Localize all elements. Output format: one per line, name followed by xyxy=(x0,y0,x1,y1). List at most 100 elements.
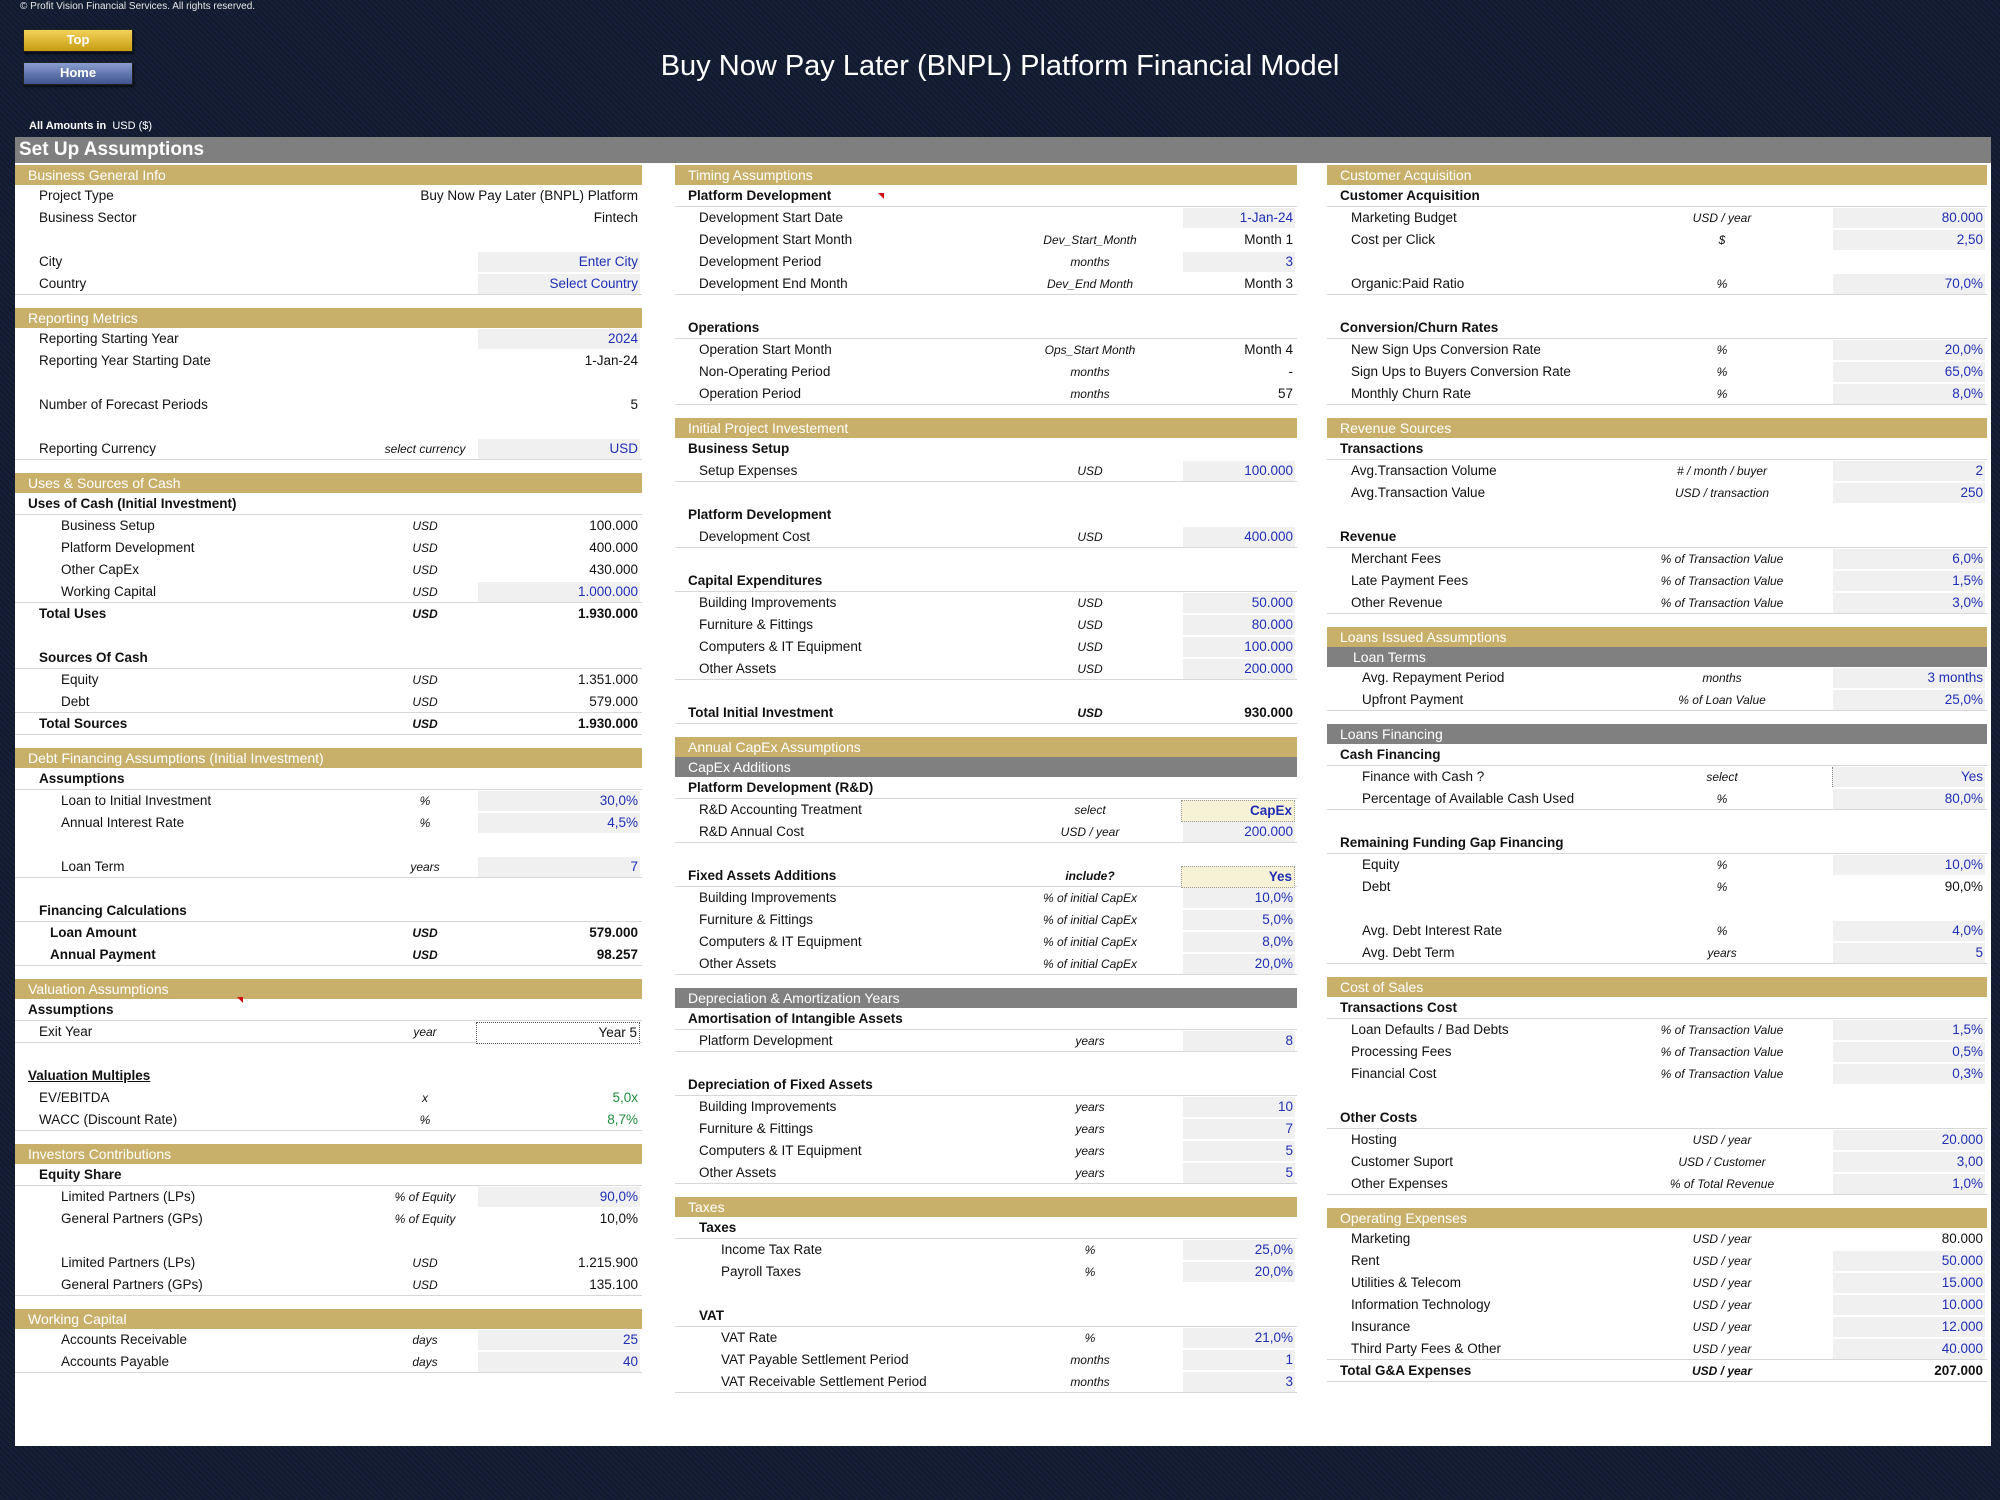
dev-period-input[interactable]: 3 xyxy=(1183,252,1295,272)
row-label: Platform Development xyxy=(61,537,195,559)
debt-term-input[interactable]: 5 xyxy=(1833,943,1985,963)
row-value: 1.351.000 xyxy=(478,670,640,690)
rd-treatment-select[interactable]: CapEx xyxy=(1181,800,1295,822)
country-select[interactable]: Select Country xyxy=(478,274,640,294)
row-label: Total Sources xyxy=(39,713,127,735)
marketing-budget-input[interactable]: 80.000 xyxy=(1833,208,1985,228)
fixed-other-input[interactable]: 20,0% xyxy=(1183,954,1295,974)
row-value: 98.257 xyxy=(478,945,640,965)
fixed-computers-input[interactable]: 8,0% xyxy=(1183,932,1295,952)
payroll-tax-input[interactable]: 20,0% xyxy=(1183,1262,1295,1282)
churn-rate-input[interactable]: 8,0% xyxy=(1833,384,1985,404)
opex-utilities-input[interactable]: 15.000 xyxy=(1833,1273,1985,1293)
row-dev-end-month: Development End Month Dev_End Month Month … xyxy=(675,273,1297,295)
development-cost-input[interactable]: 400.000 xyxy=(1183,527,1295,547)
row-label: Business Setup xyxy=(61,515,155,537)
column-middle: Timing Assumptions Platform Development … xyxy=(675,165,1297,1393)
dep-furniture-input[interactable]: 7 xyxy=(1183,1119,1295,1139)
row-lp-usd: Limited Partners (LPs) USD 1.215.900 xyxy=(15,1252,642,1274)
row-label: Setup Expenses xyxy=(699,460,797,482)
loan-term-input[interactable]: 7 xyxy=(478,857,640,877)
working-capital-input[interactable]: 1.000.000 xyxy=(478,582,640,602)
fixed-building-input[interactable]: 10,0% xyxy=(1183,888,1295,908)
row-amort-platform: Platform Development years 8 xyxy=(675,1030,1297,1052)
hosting-input[interactable]: 20.000 xyxy=(1833,1130,1985,1150)
exit-year-select[interactable]: Year 5 xyxy=(476,1022,640,1044)
interest-rate-input[interactable]: 4,5% xyxy=(478,813,640,833)
comment-marker-icon[interactable] xyxy=(237,997,243,1003)
amort-platform-input[interactable]: 8 xyxy=(1183,1031,1295,1051)
opex-row-utilities: Utilities & Telecom USD / year 15.000 xyxy=(1327,1272,1987,1294)
fixed-assets-include-select[interactable]: Yes xyxy=(1181,866,1295,888)
late-fees-input[interactable]: 1,5% xyxy=(1833,571,1985,591)
capex-building-input[interactable]: 50.000 xyxy=(1183,593,1295,613)
start-year-input[interactable]: 2024 xyxy=(478,329,640,349)
merchant-fees-input[interactable]: 6,0% xyxy=(1833,549,1985,569)
ar-days-input[interactable]: 25 xyxy=(478,1330,640,1350)
opex-third-party-input[interactable]: 40.000 xyxy=(1833,1339,1985,1359)
row-label: VAT Payable Settlement Period xyxy=(721,1349,909,1371)
row-unit: % xyxy=(1632,876,1812,898)
dep-other-input[interactable]: 5 xyxy=(1183,1163,1295,1183)
city-input[interactable]: Enter City xyxy=(478,252,640,272)
opex-rent-input[interactable]: 50.000 xyxy=(1833,1251,1985,1271)
row-label: Exit Year xyxy=(39,1021,92,1043)
row-label: Utilities & Telecom xyxy=(1351,1272,1461,1294)
dep-computers-input[interactable]: 5 xyxy=(1183,1141,1295,1161)
other-expenses-input[interactable]: 1,0% xyxy=(1833,1174,1985,1194)
capex-other-input[interactable]: 200.000 xyxy=(1183,659,1295,679)
repayment-period-input[interactable]: 3 months xyxy=(1833,668,1985,688)
transaction-volume-input[interactable]: 2 xyxy=(1833,461,1985,481)
row-label: Computers & IT Equipment xyxy=(699,1140,862,1162)
opex-it-input[interactable]: 10.000 xyxy=(1833,1295,1985,1315)
comment-marker-icon[interactable] xyxy=(878,193,884,199)
capex-computers-input[interactable]: 100.000 xyxy=(1183,637,1295,657)
transaction-value-input[interactable]: 250 xyxy=(1833,483,1985,503)
row-value: 57 xyxy=(1183,384,1295,404)
cpc-input[interactable]: 2,50 xyxy=(1833,230,1985,250)
financial-cost-input[interactable]: 0,3% xyxy=(1833,1064,1985,1084)
setup-expenses-input[interactable]: 100.000 xyxy=(1183,461,1295,481)
lp-pct-input[interactable]: 90,0% xyxy=(478,1187,640,1207)
loan-pct-input[interactable]: 30,0% xyxy=(478,791,640,811)
row-label: Revenue xyxy=(1340,526,1396,548)
dep-building-input[interactable]: 10 xyxy=(1183,1097,1295,1117)
upfront-payment-input[interactable]: 25,0% xyxy=(1833,690,1985,710)
debt-interest-input[interactable]: 4,0% xyxy=(1833,921,1985,941)
ap-days-input[interactable]: 40 xyxy=(478,1352,640,1372)
dev-start-date-input[interactable]: 1-Jan-24 xyxy=(1183,208,1295,228)
rd-cost-input[interactable]: 200.000 xyxy=(1183,822,1295,842)
vat-rate-input[interactable]: 21,0% xyxy=(1183,1328,1295,1348)
top-button[interactable]: Top xyxy=(23,29,133,52)
finance-cash-select[interactable]: Yes xyxy=(1832,767,1985,787)
pct-cash-input[interactable]: 80,0% xyxy=(1833,789,1985,809)
row-spacer xyxy=(1327,504,1987,526)
row-label: Taxes xyxy=(699,1217,736,1239)
gap-equity-input[interactable]: 10,0% xyxy=(1833,855,1985,875)
customer-support-input[interactable]: 3,00 xyxy=(1833,1152,1985,1172)
vat-receivable-input[interactable]: 3 xyxy=(1183,1372,1295,1392)
row-label: Avg. Debt Interest Rate xyxy=(1362,920,1502,942)
section-gap xyxy=(1327,964,1987,977)
row-ops-start: Operation Start Month Ops_Start Month Mont… xyxy=(675,339,1297,361)
income-tax-input[interactable]: 25,0% xyxy=(1183,1240,1295,1260)
section-gap xyxy=(15,735,642,748)
section-uses-sources: Uses & Sources of Cash xyxy=(15,473,642,493)
loan-defaults-input[interactable]: 1,5% xyxy=(1833,1020,1985,1040)
capex-furniture-input[interactable]: 80.000 xyxy=(1183,615,1295,635)
vat-payable-input[interactable]: 1 xyxy=(1183,1350,1295,1370)
organic-paid-input[interactable]: 70,0% xyxy=(1833,274,1985,294)
buyers-conversion-input[interactable]: 65,0% xyxy=(1833,362,1985,382)
opex-insurance-input[interactable]: 12.000 xyxy=(1833,1317,1985,1337)
fixed-furniture-input[interactable]: 5,0% xyxy=(1183,910,1295,930)
amortisation-header: Amortisation of Intangible Assets xyxy=(675,1008,1297,1030)
dep-row-building: Building Improvements years 10 xyxy=(675,1096,1297,1118)
row-value: 207.000 xyxy=(1833,1361,1985,1381)
dep-row-computers: Computers & IT Equipment years 5 xyxy=(675,1140,1297,1162)
other-revenue-input[interactable]: 3,0% xyxy=(1833,593,1985,613)
signup-conversion-input[interactable]: 20,0% xyxy=(1833,340,1985,360)
valuation-multiples-header: Valuation Multiples xyxy=(15,1065,642,1087)
processing-fees-input[interactable]: 0,5% xyxy=(1833,1042,1985,1062)
row-pct-cash-used: Percentage of Available Cash Used% 80,0% xyxy=(1327,788,1987,810)
currency-select[interactable]: USD xyxy=(478,439,640,459)
